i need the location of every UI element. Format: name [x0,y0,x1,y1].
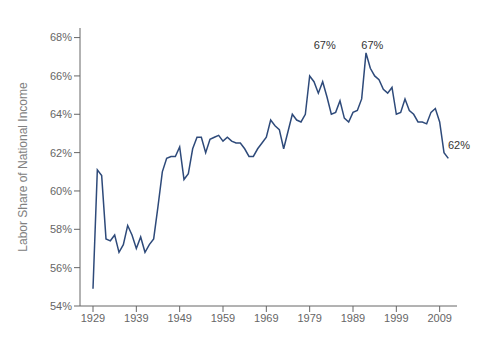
svg-text:67%: 67% [314,39,336,51]
svg-text:58%: 58% [50,223,72,235]
svg-text:60%: 60% [50,185,72,197]
svg-text:62%: 62% [448,139,470,151]
svg-text:64%: 64% [50,108,72,120]
svg-text:1969: 1969 [254,312,278,324]
svg-text:1949: 1949 [167,312,191,324]
svg-text:1979: 1979 [297,312,321,324]
svg-text:1999: 1999 [384,312,408,324]
svg-text:2009: 2009 [427,312,451,324]
svg-text:1959: 1959 [211,312,235,324]
svg-text:54%: 54% [50,300,72,312]
svg-text:56%: 56% [50,262,72,274]
svg-text:68%: 68% [50,31,72,43]
svg-text:Labor Share of National Income: Labor Share of National Income [16,82,30,252]
svg-text:1989: 1989 [341,312,365,324]
svg-text:62%: 62% [50,147,72,159]
svg-text:1929: 1929 [81,312,105,324]
svg-text:66%: 66% [50,70,72,82]
svg-text:67%: 67% [361,39,383,51]
svg-text:1939: 1939 [124,312,148,324]
